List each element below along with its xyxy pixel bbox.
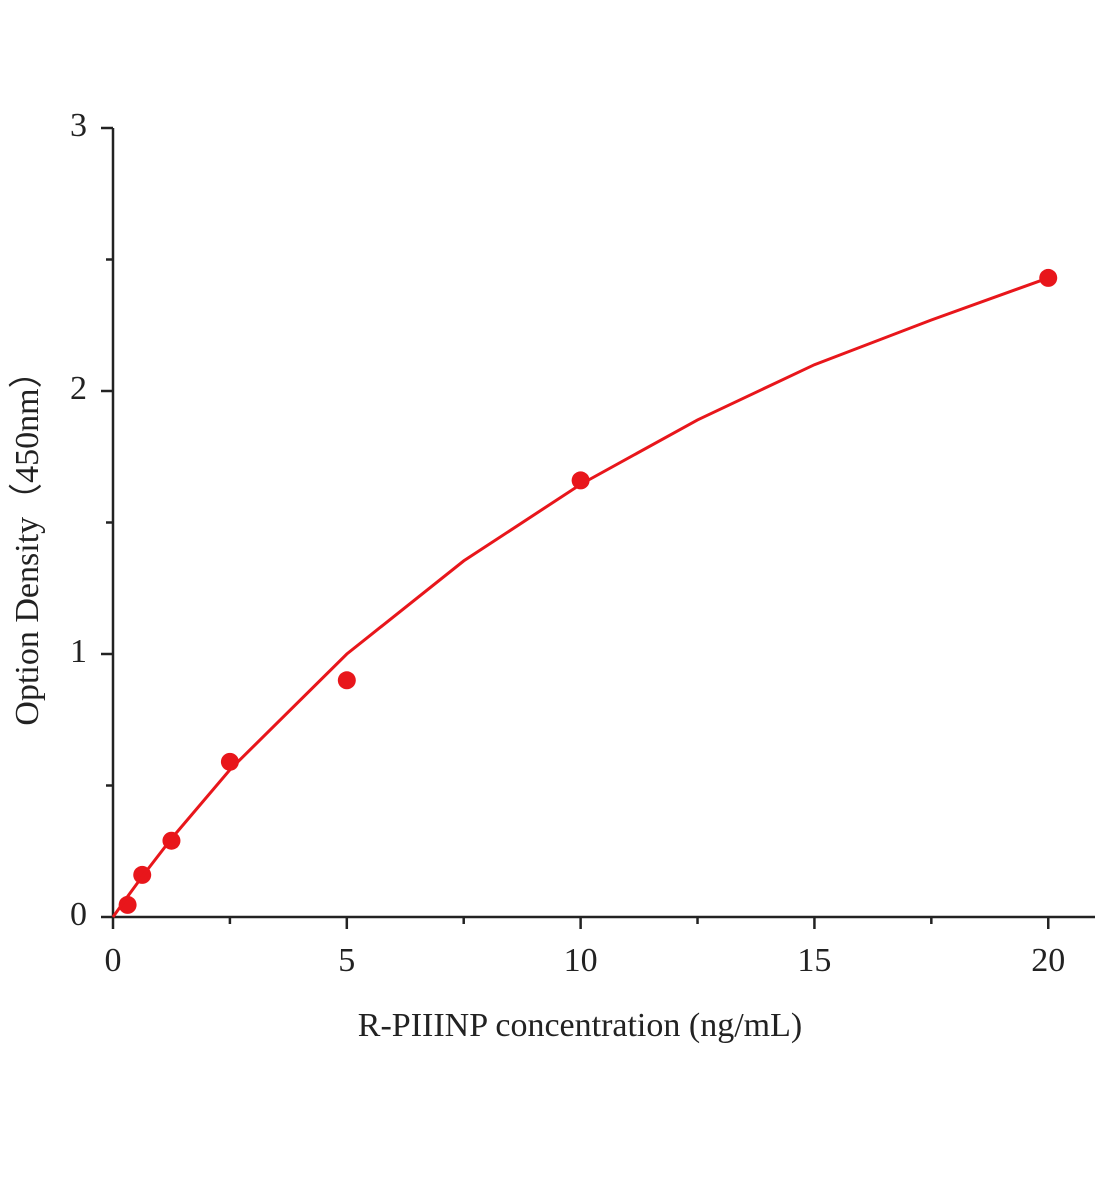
x-axis-label: R-PIIINP concentration (ng/mL) (358, 1007, 802, 1044)
y-tick-label: 2 (70, 370, 87, 407)
data-point (571, 471, 590, 490)
y-tick-label: 1 (70, 633, 87, 670)
fit-curve (111, 276, 1049, 918)
x-tick-label: 5 (338, 942, 355, 979)
data-point (337, 671, 356, 690)
y-axis-label: Option Density（450nm） (8, 354, 46, 725)
y-tick-label: 0 (70, 896, 87, 933)
x-tick-label: 10 (564, 942, 598, 979)
x-tick-label: 20 (1031, 942, 1065, 979)
x-tick-label: 0 (105, 942, 122, 979)
y-tick-label: 3 (70, 107, 87, 144)
x-tick-label: 15 (797, 942, 831, 979)
